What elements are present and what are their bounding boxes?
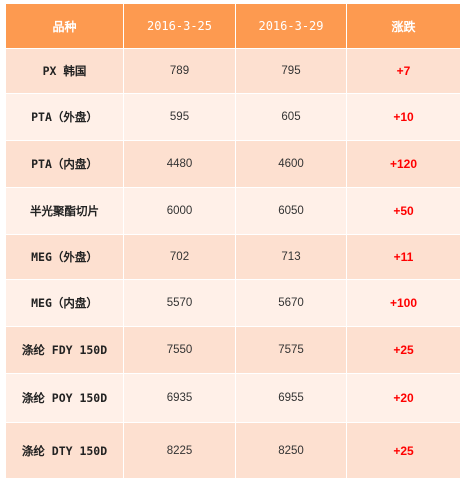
row-value-date-1: 789 — [123, 48, 236, 94]
row-value-date-2: 7575 — [235, 326, 347, 374]
table-row: PTA（内盘） 4480 4600 +120 — [5, 140, 461, 188]
table-body: PX 韩国 789 795 +7 PTA（外盘） 595 605 +10 PTA（内盘） 4480… — [5, 48, 461, 479]
header-variety: 品种 — [5, 3, 124, 49]
header-change: 涨跌 — [346, 3, 461, 49]
header-row: 品种 2016-3-25 2016-3-29 涨跌 — [5, 3, 461, 49]
row-value-date-1: 7550 — [123, 326, 236, 374]
table-header: 品种 2016-3-25 2016-3-29 涨跌 — [5, 3, 461, 49]
row-value-date-2: 6955 — [235, 373, 347, 423]
row-variety: 涤纶 FDY 150D — [5, 326, 124, 374]
row-change: +10 — [346, 93, 461, 141]
row-change: +11 — [346, 234, 461, 280]
row-change: +100 — [346, 279, 461, 327]
row-variety: PTA（外盘） — [5, 93, 124, 141]
table-row: MEG（内盘） 5570 5670 +100 — [5, 279, 461, 327]
row-variety: PTA（内盘） — [5, 140, 124, 188]
row-value-date-1: 4480 — [123, 140, 236, 188]
row-value-date-2: 6050 — [235, 187, 347, 235]
row-change: +25 — [346, 326, 461, 374]
row-change: +25 — [346, 422, 461, 479]
row-change: +7 — [346, 48, 461, 94]
row-value-date-1: 702 — [123, 234, 236, 280]
table-row: 涤纶 POY 150D 6935 6955 +20 — [5, 373, 461, 423]
row-variety: 涤纶 POY 150D — [5, 373, 124, 423]
row-variety: MEG（外盘） — [5, 234, 124, 280]
row-value-date-1: 6000 — [123, 187, 236, 235]
row-value-date-2: 713 — [235, 234, 347, 280]
table-row: 涤纶 FDY 150D 7550 7575 +25 — [5, 326, 461, 374]
row-value-date-1: 8225 — [123, 422, 236, 479]
row-value-date-1: 6935 — [123, 373, 236, 423]
header-date-2: 2016-3-29 — [235, 3, 347, 49]
row-value-date-2: 605 — [235, 93, 347, 141]
row-value-date-1: 5570 — [123, 279, 236, 327]
table-row: 涤纶 DTY 150D 8225 8250 +25 — [5, 422, 461, 479]
row-variety: 涤纶 DTY 150D — [5, 422, 124, 479]
row-value-date-2: 8250 — [235, 422, 347, 479]
row-change: +120 — [346, 140, 461, 188]
row-value-date-2: 5670 — [235, 279, 347, 327]
row-value-date-1: 595 — [123, 93, 236, 141]
table-row: 半光聚酯切片 6000 6050 +50 — [5, 187, 461, 235]
table-row: MEG（外盘） 702 713 +11 — [5, 234, 461, 280]
row-change: +50 — [346, 187, 461, 235]
row-value-date-2: 4600 — [235, 140, 347, 188]
row-change: +20 — [346, 373, 461, 423]
row-variety: MEG（内盘） — [5, 279, 124, 327]
price-table: 品种 2016-3-25 2016-3-29 涨跌 PX 韩国 789 795 +7 P… — [5, 3, 461, 479]
table-row: PX 韩国 789 795 +7 — [5, 48, 461, 94]
header-date-1: 2016-3-25 — [123, 3, 236, 49]
row-variety: PX 韩国 — [5, 48, 124, 94]
row-variety: 半光聚酯切片 — [5, 187, 124, 235]
row-value-date-2: 795 — [235, 48, 347, 94]
table-row: PTA（外盘） 595 605 +10 — [5, 93, 461, 141]
